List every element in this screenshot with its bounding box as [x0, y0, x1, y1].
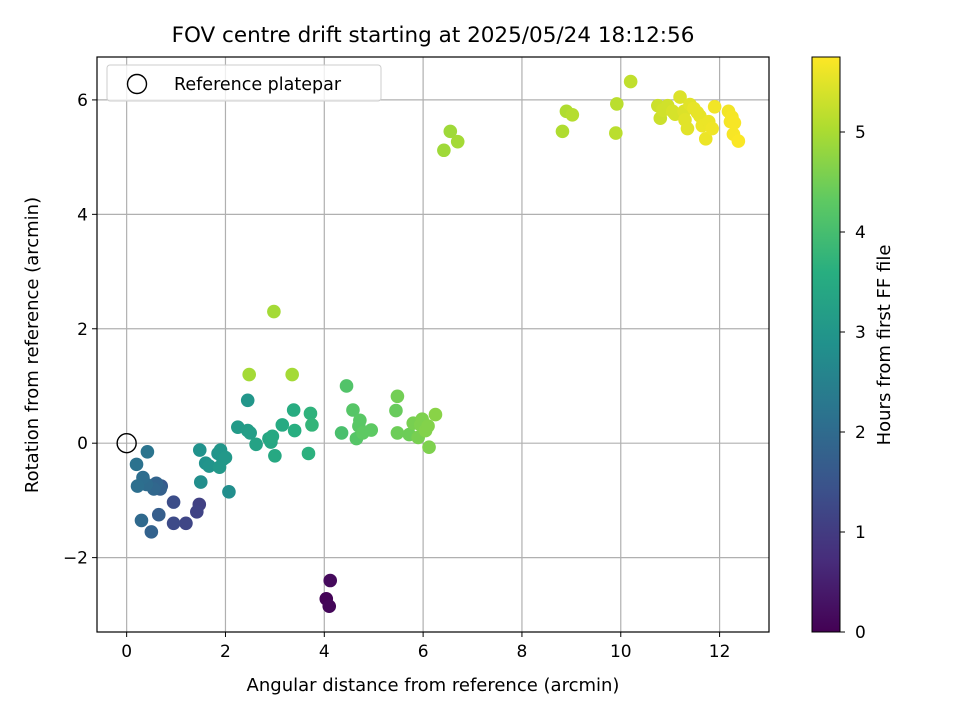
data-point: [353, 413, 367, 428]
data-point: [222, 485, 236, 499]
x-tick-label: 4: [319, 642, 330, 662]
legend-marker-icon: [126, 73, 148, 95]
y-ticks: −2 0 2 4 6: [63, 91, 97, 569]
plot-frame: [96, 56, 770, 633]
x-tick-label: 12: [709, 642, 731, 662]
y-tick-label: −2: [63, 549, 88, 569]
data-point: [202, 459, 216, 473]
data-point: [390, 426, 405, 440]
data-point: [268, 448, 282, 463]
x-tick-label: 10: [610, 642, 632, 662]
data-point: [389, 403, 403, 418]
colorbar-tick-label: 1: [855, 523, 866, 543]
data-point: [437, 143, 451, 158]
chart-title: FOV centre drift starting at 2025/05/24 …: [172, 23, 695, 48]
data-point: [421, 419, 435, 433]
data-point: [240, 393, 255, 408]
legend-label: Reference platepar: [174, 75, 342, 95]
data-point: [450, 134, 465, 149]
data-point: [130, 479, 145, 493]
data-point: [680, 121, 695, 136]
data-point: [673, 90, 687, 104]
data-point: [265, 429, 280, 444]
y-tick-label: 0: [77, 434, 88, 454]
x-axis-label: Angular distance from reference (arcmin): [247, 675, 620, 696]
colorbar-tick-label: 2: [855, 423, 866, 443]
data-point: [339, 379, 354, 393]
x-tick-label: 2: [220, 642, 231, 662]
data-point: [303, 406, 318, 421]
colorbar-label: Hours from first FF file: [874, 245, 895, 446]
x-tick-label: 0: [121, 642, 132, 662]
grid-layer: [97, 57, 769, 632]
colorbar-tick-label: 3: [855, 323, 866, 343]
data-point: [364, 423, 379, 437]
data-point: [555, 124, 570, 139]
x-tick-label: 8: [517, 642, 528, 662]
data-point: [242, 367, 256, 382]
data-point: [727, 115, 742, 130]
data-point: [267, 304, 281, 319]
points-layer: [129, 74, 746, 614]
data-point: [140, 444, 155, 459]
reference-platepar-marker: [116, 432, 137, 454]
data-point: [193, 475, 208, 489]
data-point: [192, 443, 207, 457]
x-tick-label: 6: [418, 642, 429, 662]
data-point: [275, 418, 290, 432]
colorbar-ticks: 0 1 2 3 4 5: [840, 123, 866, 643]
data-point: [609, 126, 623, 140]
y-tick-label: 6: [77, 91, 88, 111]
data-point: [731, 134, 746, 148]
data-point: [166, 516, 181, 531]
data-point: [301, 446, 316, 461]
data-point: [623, 74, 638, 89]
data-point: [249, 437, 263, 452]
data-point: [129, 457, 144, 472]
data-point: [243, 426, 257, 440]
data-point: [422, 440, 436, 454]
y-tick-label: 4: [77, 205, 88, 225]
data-point: [144, 525, 159, 539]
data-point: [218, 450, 233, 465]
colorbar-gradient: [811, 56, 841, 633]
y-tick-label: 2: [77, 320, 88, 340]
data-point: [285, 367, 299, 382]
data-point: [565, 107, 580, 122]
colorbar-tick-label: 4: [855, 223, 866, 243]
data-point: [610, 97, 624, 111]
data-point: [134, 513, 149, 528]
data-point: [443, 124, 458, 139]
colorbar-tick-label: 5: [855, 123, 866, 143]
legend-box: [106, 64, 382, 102]
data-point: [212, 460, 227, 475]
data-point: [286, 403, 301, 417]
data-point: [707, 99, 722, 114]
data-point: [179, 516, 193, 531]
data-point: [346, 403, 360, 417]
data-point: [151, 507, 166, 522]
data-point: [698, 132, 713, 146]
data-point: [287, 423, 302, 438]
data-point: [390, 389, 405, 404]
x-ticks: 0 2 4 6 8 10 12: [121, 632, 730, 662]
colorbar: 0 1 2 3 4 5 Hours from first FF file: [811, 56, 895, 643]
legend: Reference platepar: [106, 64, 382, 102]
data-point: [705, 121, 719, 136]
data-point: [166, 495, 181, 509]
data-point: [323, 573, 338, 588]
reference-marker-layer: [116, 432, 137, 454]
data-point: [305, 418, 319, 432]
data-point: [428, 407, 443, 422]
colorbar-tick-label: 0: [855, 623, 866, 643]
data-point: [190, 505, 204, 519]
y-axis-label: Rotation from reference (arcmin): [22, 197, 43, 493]
data-point: [334, 426, 349, 440]
data-point: [322, 599, 337, 614]
